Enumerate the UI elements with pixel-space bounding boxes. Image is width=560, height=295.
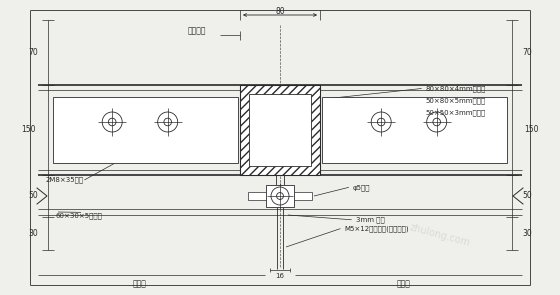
- Text: 2M8×35螺栋: 2M8×35螺栋: [45, 177, 83, 183]
- Bar: [249, 94, 311, 166]
- Text: zhulong.com: zhulong.com: [409, 222, 472, 248]
- Text: 50×50×3mm镜面框: 50×50×3mm镜面框: [426, 109, 486, 116]
- Text: 150: 150: [21, 125, 36, 135]
- Text: 3mm 转料: 3mm 转料: [356, 217, 384, 223]
- Text: 80×80×4mm镜面框: 80×80×4mm镜面框: [426, 85, 486, 92]
- Text: 结构水平: 结构水平: [188, 27, 207, 35]
- Text: φ5铆钉: φ5铆钉: [353, 184, 370, 191]
- Text: 70: 70: [28, 48, 38, 57]
- Bar: [240, 85, 320, 175]
- Text: 节节计: 节节计: [133, 279, 147, 288]
- Text: 16: 16: [276, 273, 284, 279]
- Text: 30: 30: [522, 229, 532, 238]
- Text: 50×80×5mm镜面框: 50×80×5mm镜面框: [426, 97, 486, 104]
- Text: M5×12自钻螺栋(住建专用): M5×12自钻螺栋(住建专用): [344, 225, 409, 232]
- Text: 30: 30: [28, 229, 38, 238]
- Text: 150: 150: [524, 125, 539, 135]
- Text: 60×30×5角钢件: 60×30×5角钢件: [56, 212, 103, 219]
- Bar: [53, 97, 238, 163]
- Bar: [248, 192, 266, 200]
- Text: 50: 50: [522, 191, 532, 201]
- Bar: [322, 97, 507, 163]
- Text: 80: 80: [275, 6, 285, 16]
- Text: 节节计: 节节计: [396, 279, 410, 288]
- Bar: [266, 185, 294, 207]
- Text: 70: 70: [522, 48, 532, 57]
- Bar: [294, 192, 312, 200]
- Text: 50: 50: [28, 191, 38, 201]
